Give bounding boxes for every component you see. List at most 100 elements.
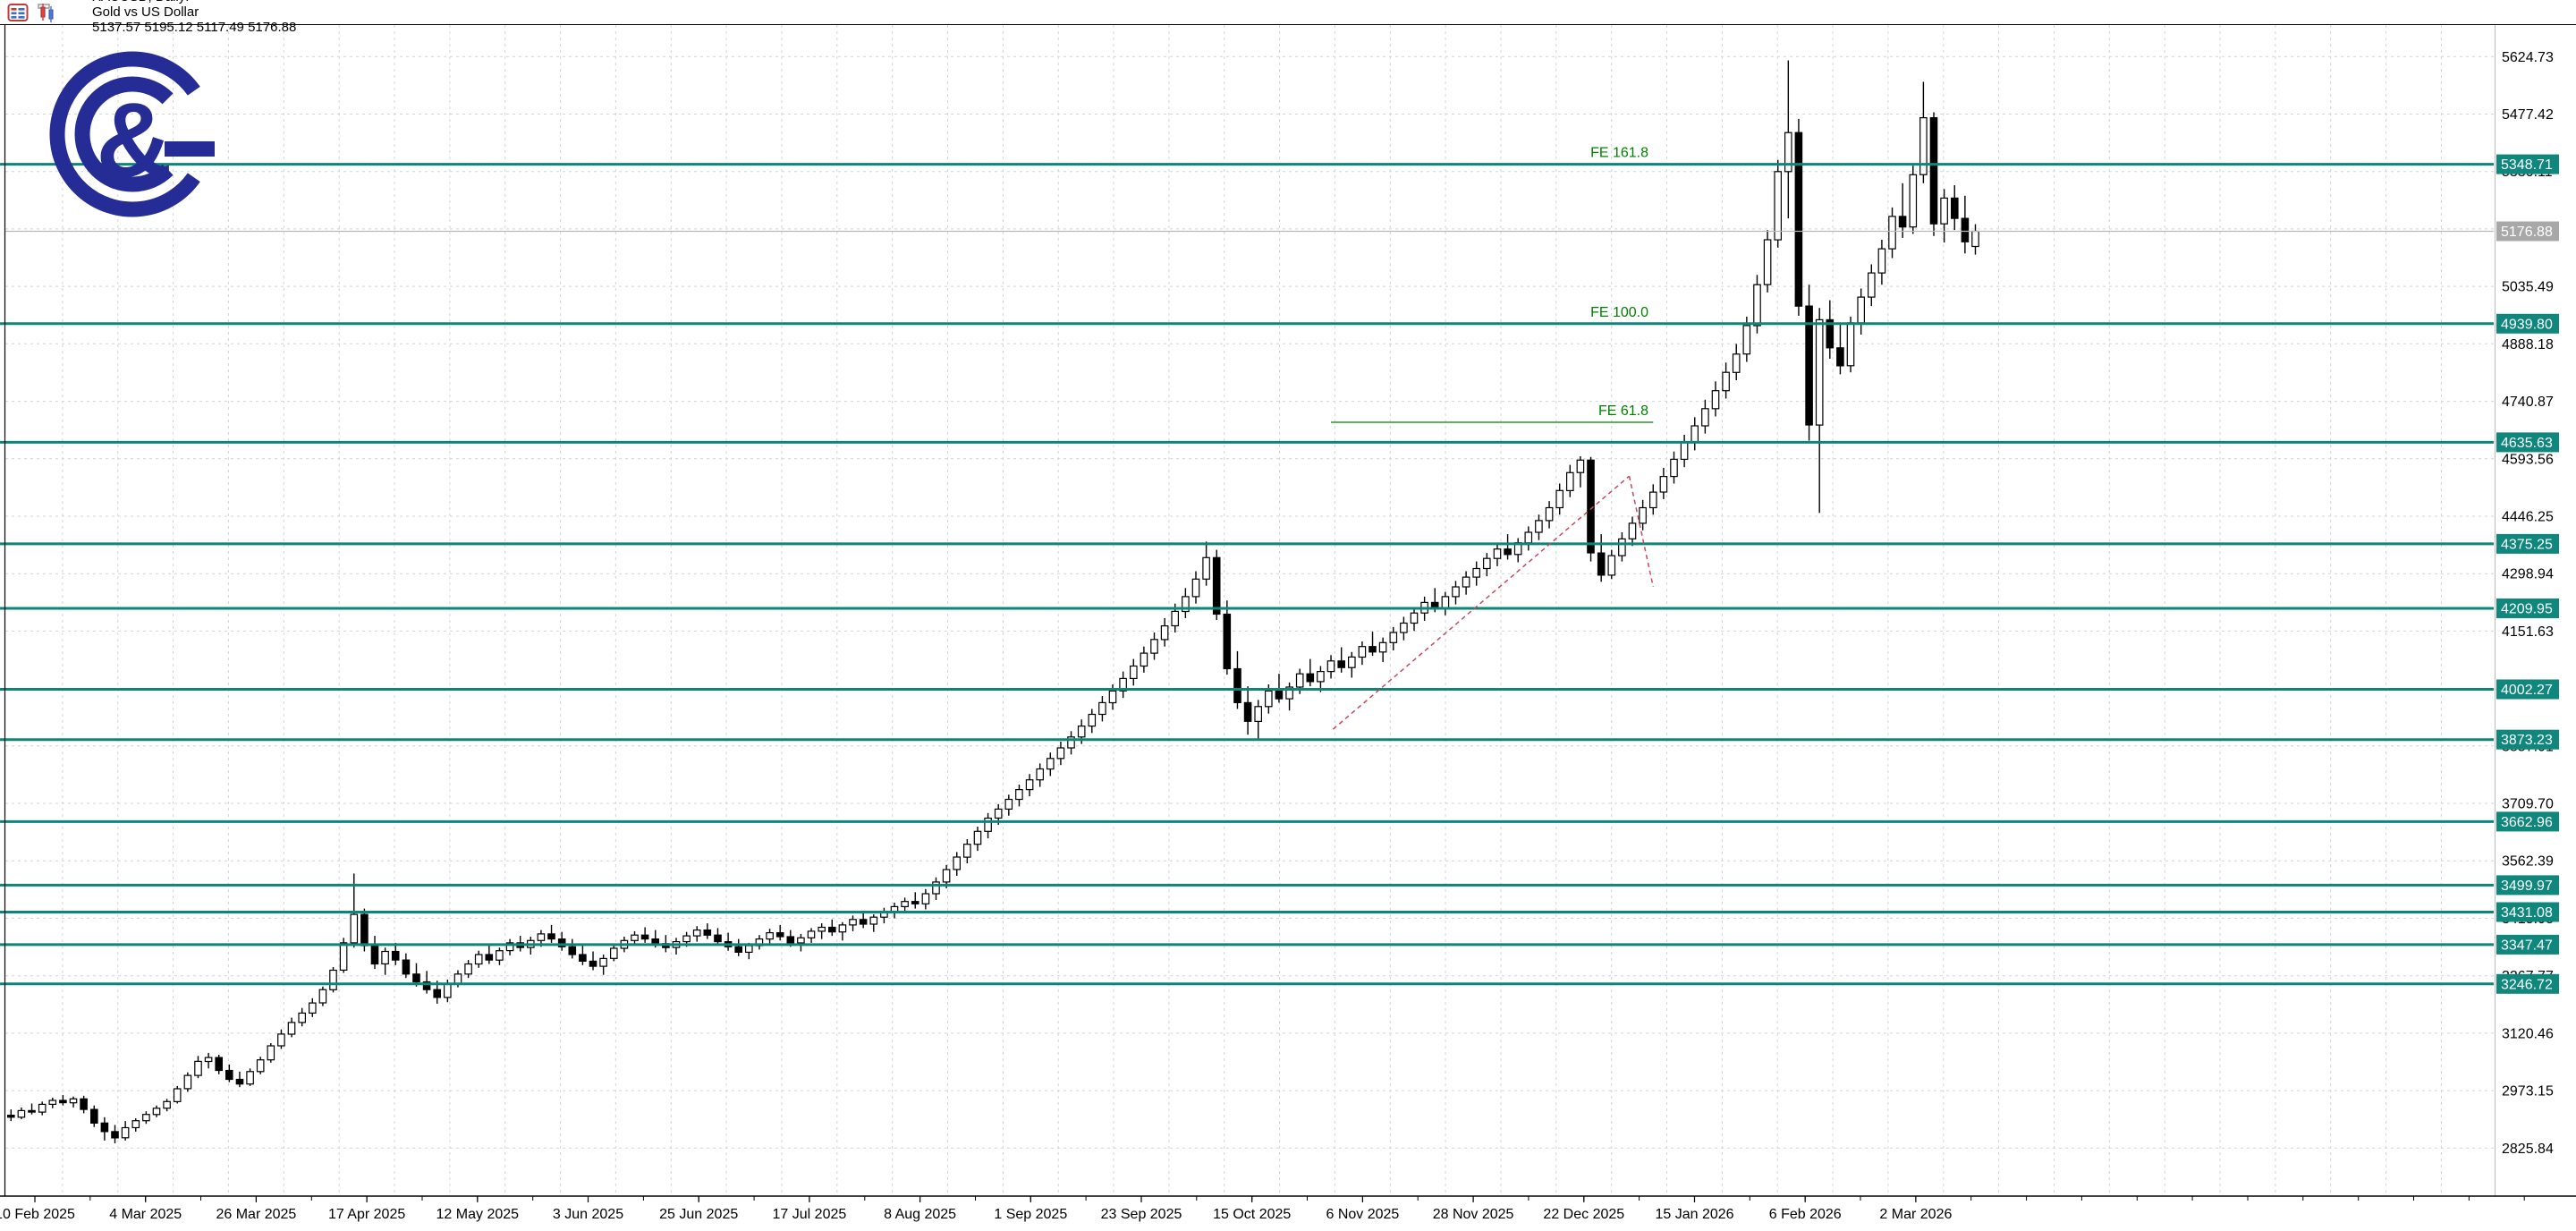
candle-body [1098, 701, 1106, 716]
candle-body [953, 856, 962, 870]
svg-text:3246.72: 3246.72 [2501, 977, 2553, 992]
candle-body [1846, 322, 1855, 367]
candle-body [69, 1098, 78, 1104]
candle-body [1763, 239, 1772, 285]
candle-body [807, 930, 816, 938]
candle-body [38, 1103, 47, 1113]
candle-body [984, 817, 992, 832]
price-tick-label: 5035.49 [2502, 280, 2554, 295]
new-chart-icon[interactable] [36, 2, 59, 23]
candle-body [412, 973, 420, 983]
candle-body [1888, 216, 1896, 250]
candle-body [1535, 520, 1543, 533]
date-axis[interactable]: 10 Feb 2025 4 Mar 2025 26 Mar 2025 17 Apr 2… [0, 1196, 2525, 1222]
candle-body [422, 981, 431, 990]
chart-title-bar: XAUUSD, Daily: Gold vs US Dollar 5137.57… [0, 0, 2576, 35]
candle-body [1587, 459, 1595, 554]
candle-body [381, 950, 389, 964]
price-axis[interactable]: 5624.735477.425330.115182.805035.494888.… [2496, 50, 2559, 1157]
candle-body [1306, 673, 1315, 683]
candle-body [797, 937, 805, 944]
date-label: 6 Feb 2026 [1769, 1207, 1842, 1222]
date-label: 23 Sep 2025 [1101, 1207, 1182, 1222]
candle-body [433, 989, 442, 998]
candle-body [1410, 612, 1419, 624]
candle-body [703, 929, 712, 936]
svg-text:&: & [96, 81, 172, 200]
candle-body [547, 933, 555, 940]
candle-body [1774, 171, 1783, 241]
candle-body [901, 901, 909, 908]
candle-body [267, 1045, 275, 1061]
candle-body [1056, 747, 1065, 760]
candle-body [973, 830, 982, 845]
candle-body [962, 844, 971, 858]
date-label: 1 Sep 2025 [994, 1207, 1067, 1222]
date-label: 10 Feb 2025 [0, 1207, 75, 1222]
gridlines [5, 25, 2494, 1196]
price-level-badge [2496, 432, 2559, 453]
candle-body [786, 936, 795, 944]
price-level-badge [2496, 313, 2559, 334]
candle-body [7, 1114, 15, 1118]
candle-body [579, 954, 587, 963]
candle-body [1898, 216, 1907, 228]
candle-body [89, 1108, 98, 1124]
candle-body [1358, 646, 1367, 658]
candle-body [1295, 673, 1304, 688]
candle-body [318, 989, 327, 1004]
svg-text:3662.96: 3662.96 [2501, 815, 2553, 830]
candle-body [1722, 371, 1730, 392]
candle-body [766, 931, 774, 940]
candle-body [1004, 798, 1013, 810]
candle-body [474, 954, 483, 965]
candle-body [1378, 641, 1387, 653]
candle-body [1680, 442, 1689, 461]
candle-body [1836, 347, 1844, 367]
candle-body [215, 1057, 224, 1072]
candle-body [360, 913, 369, 947]
date-label: 26 Mar 2025 [216, 1207, 296, 1222]
candle-body [1742, 325, 1751, 355]
candle-body [1347, 656, 1356, 668]
price-tick-label: 4298.94 [2502, 567, 2554, 582]
candle-body [391, 950, 400, 961]
candle-body [464, 963, 472, 975]
candle-body [692, 929, 701, 937]
market-watch-icon[interactable] [7, 3, 29, 22]
price-level-badge [2496, 154, 2559, 174]
candle-body [246, 1071, 254, 1085]
candle-body [1805, 305, 1813, 426]
date-label: 28 Nov 2025 [1433, 1207, 1514, 1222]
candle-body [1233, 667, 1241, 704]
candle-body [1628, 522, 1637, 539]
price-level-badge [2496, 973, 2559, 994]
date-label: 8 Aug 2025 [884, 1207, 956, 1222]
date-label: 25 Jun 2025 [659, 1207, 738, 1222]
fibonacci-trendline [1628, 476, 1655, 588]
svg-text:3347.47: 3347.47 [2501, 938, 2553, 953]
price-level-badge [2496, 934, 2559, 955]
fibonacci-expansion[interactable]: FE 161.8 FE 100.0 FE 61.8 [1331, 146, 1655, 730]
candle-body [277, 1033, 285, 1047]
candle-body [589, 960, 597, 967]
candle-body [142, 1114, 150, 1122]
horizontal-level-lines[interactable] [0, 163, 2494, 986]
date-label: 17 Apr 2025 [328, 1207, 405, 1222]
candle-body [609, 947, 618, 959]
candle-body [1555, 489, 1564, 509]
date-label: 6 Nov 2025 [1326, 1207, 1399, 1222]
candle-body [1067, 736, 1075, 749]
candle-body [557, 938, 566, 947]
candle-body [59, 1099, 67, 1104]
candle-body [1565, 471, 1574, 491]
candle-body [1868, 272, 1876, 298]
candle-body [1482, 557, 1491, 570]
candlesticks [7, 60, 1979, 1143]
candle-body [225, 1069, 233, 1081]
candle-body [568, 946, 577, 955]
date-label: 17 Jul 2025 [773, 1207, 847, 1222]
candle-body [1690, 425, 1699, 444]
